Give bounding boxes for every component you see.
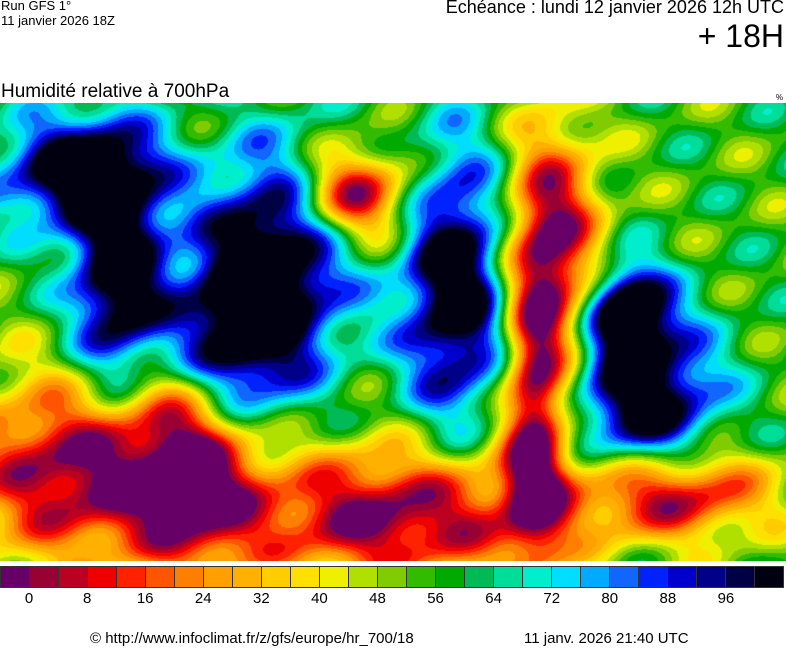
color-legend xyxy=(0,566,784,588)
legend-swatch xyxy=(465,567,494,587)
legend-swatch xyxy=(117,567,146,587)
legend-tick: 72 xyxy=(543,590,561,607)
legend-swatch xyxy=(30,567,59,587)
legend-swatch xyxy=(349,567,378,587)
legend-swatch xyxy=(610,567,639,587)
legend-tick: 88 xyxy=(659,590,677,607)
legend-swatch xyxy=(639,567,668,587)
legend-swatch xyxy=(320,567,349,587)
map-title: Humidité relative à 700hPa xyxy=(1,81,230,102)
legend-swatch xyxy=(755,567,783,587)
legend-swatch xyxy=(697,567,726,587)
legend-tick: 80 xyxy=(601,590,619,607)
legend-tick: 16 xyxy=(136,590,154,607)
humidity-map xyxy=(0,103,786,561)
legend-tick: 64 xyxy=(485,590,502,607)
run-model: Run GFS 1° xyxy=(1,0,72,13)
legend-swatch xyxy=(523,567,552,587)
legend-tick: 40 xyxy=(311,590,328,607)
run-date: 11 janvier 2026 18Z xyxy=(1,13,115,28)
legend-swatch xyxy=(378,567,407,587)
legend-swatch xyxy=(1,567,30,587)
legend-swatch xyxy=(59,567,88,587)
legend-tick: 96 xyxy=(717,590,735,607)
source-credit-link[interactable]: © http://www.infoclimat.fr/z/gfs/europe/… xyxy=(90,630,414,647)
legend-swatch xyxy=(262,567,291,587)
unit-label: % xyxy=(775,93,783,102)
legend-swatch xyxy=(233,567,262,587)
legend-swatch xyxy=(668,567,697,587)
run-info: Run GFS 1° 11 janvier 2026 18Z xyxy=(1,0,115,28)
legend-swatch xyxy=(407,567,436,587)
legend-swatch xyxy=(204,567,233,587)
legend-swatch xyxy=(726,567,755,587)
legend-swatch xyxy=(146,567,175,587)
lead-time: + 18H xyxy=(697,18,784,54)
forecast-valid-time: Echéance : lundi 12 janvier 2026 12h UTC xyxy=(445,0,784,17)
legend-tick: 24 xyxy=(194,590,212,607)
generated-time: 11 janv. 2026 21:40 UTC xyxy=(524,630,689,647)
legend-swatch xyxy=(494,567,523,587)
legend-swatch xyxy=(552,567,581,587)
legend-tick: 56 xyxy=(427,590,444,607)
legend-tick: 0 xyxy=(24,590,34,607)
legend-swatch xyxy=(581,567,610,587)
legend-tick: 32 xyxy=(252,590,270,607)
legend-swatch xyxy=(291,567,320,587)
legend-swatch xyxy=(436,567,465,587)
legend-tick: 48 xyxy=(369,590,386,607)
legend-swatch xyxy=(175,567,204,587)
legend-swatch xyxy=(88,567,117,587)
legend-tick: 8 xyxy=(82,590,92,607)
